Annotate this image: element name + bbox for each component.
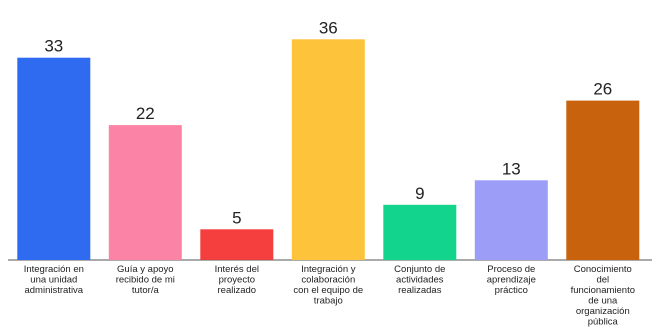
category-label-line: Conocimiento: [574, 264, 632, 275]
category-label-line: Proceso de: [487, 264, 535, 275]
bars-group: [17, 39, 640, 261]
category-label-line: Conjunto de: [394, 264, 445, 275]
category-label-line: proyecto: [219, 275, 255, 286]
category-label-5: Conjunto de actividades realizadas: [394, 264, 445, 296]
category-labels-group: Integración en una unidad administrativa Gu…: [24, 264, 635, 328]
category-label-line: pública: [588, 317, 619, 328]
category-label-line: Integración en: [24, 264, 84, 275]
category-label-line: actividades: [396, 275, 444, 286]
value-label-6: 13: [502, 159, 521, 178]
category-label-line: realizadas: [398, 285, 442, 296]
value-label-4: 36: [319, 18, 338, 37]
category-label-line: Guía y apoyo: [117, 264, 174, 275]
category-label-1: Integración en una unidad administrativa: [24, 264, 84, 296]
bar-6: [474, 180, 548, 260]
category-label-line: trabajo: [314, 296, 343, 307]
category-label-line: funcionamiento: [571, 285, 635, 296]
category-label-line: aprendizaje: [487, 275, 536, 286]
category-label-line: con el equipo de: [293, 285, 363, 296]
value-labels-group: 33 22 5 36 9 13 26: [44, 18, 612, 227]
bar-7: [566, 100, 640, 260]
category-label-line: de una: [588, 296, 618, 307]
category-label-line: práctico: [495, 285, 528, 296]
bar-5: [383, 204, 457, 260]
bar-4: [291, 39, 365, 260]
bar-3: [200, 229, 274, 260]
category-label-7: Conocimiento del funcionamiento de una organ…: [571, 264, 635, 328]
category-label-line: Integración y: [301, 264, 356, 275]
value-label-2: 22: [136, 104, 155, 123]
category-label-line: recibido de mi: [116, 275, 175, 286]
bar-2: [108, 125, 182, 260]
category-label-6: Proceso de aprendizaje práctico: [487, 264, 536, 296]
category-label-2: Guía y apoyo recibido de mi tutor/a: [116, 264, 175, 296]
category-label-line: organización: [576, 306, 630, 317]
value-label-3: 5: [232, 208, 241, 227]
category-label-line: realizado: [218, 285, 257, 296]
category-label-line: colaboración: [301, 275, 355, 286]
value-label-1: 33: [44, 37, 63, 56]
category-label-4: Integración y colaboración con el equipo d…: [293, 264, 363, 307]
category-label-line: administrativa: [24, 285, 83, 296]
bar-1: [17, 57, 91, 261]
value-label-5: 9: [415, 184, 424, 203]
value-label-7: 26: [593, 80, 612, 99]
category-label-line: Interés del: [215, 264, 259, 275]
category-label-line: del: [596, 275, 609, 286]
category-label-line: tutor/a: [132, 285, 160, 296]
category-label-line: una unidad: [30, 275, 77, 286]
category-label-3: Interés del proyecto realizado: [215, 264, 259, 296]
